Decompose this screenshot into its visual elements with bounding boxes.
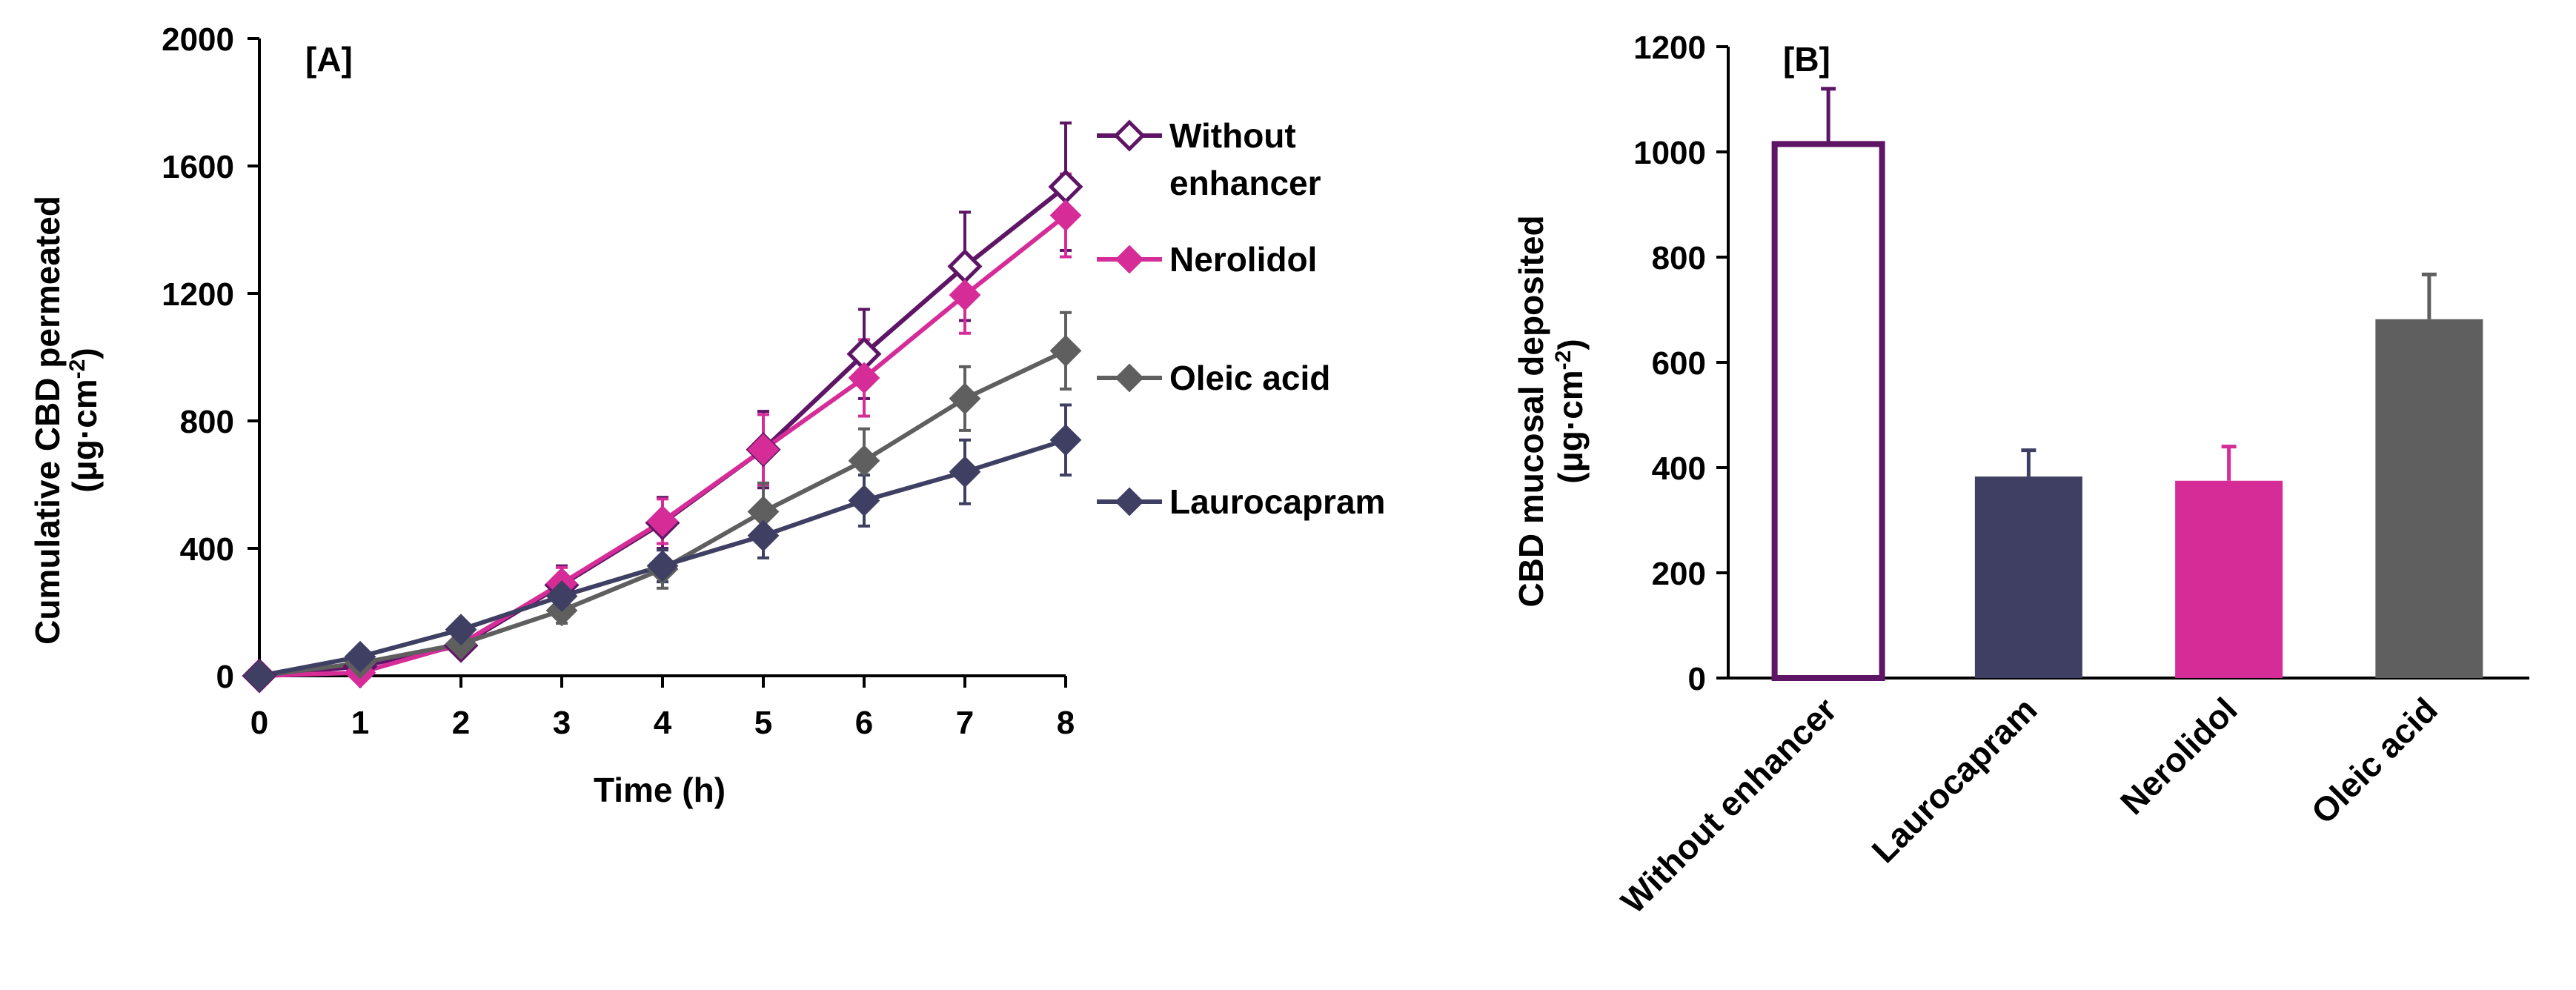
series-marker-oleic: [949, 382, 981, 415]
legend-marker-lauro: [1115, 487, 1144, 516]
series-marker-nerolidol: [949, 279, 981, 311]
bar-3: [2375, 319, 2483, 678]
series-marker-lauro: [949, 456, 981, 488]
legend-marker-without: [1113, 119, 1146, 152]
panel-a-y-tick-label: 1200: [162, 276, 234, 313]
series-marker-lauro: [545, 580, 578, 612]
series-marker-oleic: [1049, 334, 1082, 367]
panel-b-y-tick-label: 1200: [1633, 30, 1706, 66]
legend-label-oleic: Oleic acid: [1169, 359, 1330, 397]
legend-marker-nerolidol: [1115, 245, 1144, 274]
panel-a-x-tick-label: 4: [654, 705, 672, 741]
panel-a-label: [A]: [305, 40, 353, 79]
bar-0: [1771, 141, 1885, 682]
panel-a-y-tick-label: 1600: [162, 149, 234, 185]
panel-a-ylabel-line1: Cumulative CBD permeated: [28, 196, 67, 645]
series-line-without: [259, 185, 1067, 678]
series-marker-nerolidol: [848, 362, 880, 394]
series-marker-lauro: [344, 640, 376, 673]
panel-a-ylabel-unit-sup: -2: [65, 359, 90, 379]
legend-label-nerolidol: Nerolidol: [1169, 240, 1317, 279]
legend-label-without: Without: [1169, 116, 1296, 155]
panel-a-x-tick-label: 6: [855, 705, 873, 741]
panel-b-y-tick-label: 800: [1652, 240, 1706, 276]
panel-a-xlabel: Time (h): [594, 771, 726, 809]
panel-b-bar-chart: 0 200 400 600 800 1000 1200 Without enhancer Lau…: [1613, 30, 2529, 920]
panel-a-x-tick-label: 7: [956, 705, 974, 741]
panel-a-y-tick-label: 0: [216, 659, 234, 695]
panel-a-x-tick-label: 5: [754, 705, 772, 741]
bar-category-label: Without enhancer: [1613, 690, 1844, 920]
panel-b-ylabel-unit-pre: (μg·cm: [1551, 370, 1590, 483]
panel-a-x-tick-label: 0: [250, 705, 268, 741]
panel-a-line-chart: 0 400 800 1200 1600 2000 0 1 2 3 4 5 6 7 8 Without enhan…: [162, 21, 1385, 741]
series-marker-lauro: [747, 519, 780, 552]
bar-1: [1974, 476, 2082, 678]
series-marker-nerolidol: [1049, 199, 1082, 232]
series-marker-lauro: [243, 660, 276, 692]
panel-b-ylabel-line1: CBD mucosal deposited: [1512, 215, 1550, 607]
panel-a-y-tick-label: 2000: [162, 21, 234, 58]
series-marker-nerolidol: [646, 505, 679, 537]
panel-b-y-tick-label: 200: [1652, 556, 1706, 592]
legend-marker-oleic: [1115, 363, 1144, 393]
panel-b-label: [B]: [1783, 40, 1830, 79]
bar-category-label: Laurocapram: [1865, 690, 2045, 870]
panel-b-ylabel-unit-post: ): [1551, 339, 1590, 350]
series-marker-oleic: [848, 445, 880, 477]
panel-b-ylabel-unit-sup: -2: [1551, 351, 1576, 371]
legend-label-without: enhancer: [1169, 164, 1321, 202]
panel-b-y-tick-label: 400: [1652, 451, 1706, 487]
series-marker-lauro: [646, 550, 679, 582]
panel-b-y-tick-label: 1000: [1633, 135, 1706, 171]
series-marker-lauro: [445, 614, 477, 646]
panel-a-x-tick-label: 1: [351, 705, 369, 741]
bar-category-label: Oleic acid: [2303, 690, 2444, 831]
series-marker-nerolidol: [747, 433, 780, 466]
series-marker-lauro: [848, 485, 880, 516]
panel-a-y-tick-label: 800: [180, 404, 234, 440]
panel-b-ylabel-unit: (μg·cm-2): [1551, 339, 1590, 483]
panel-b-y-tick-label: 600: [1652, 345, 1706, 382]
panel-a-y-tick-label: 400: [180, 531, 234, 568]
panel-a-x-tick-label: 8: [1057, 705, 1075, 741]
bar-category-label: Nerolidol: [2113, 690, 2245, 822]
panel-a-ylabel-unit-post: ): [65, 348, 104, 359]
panel-a-ylabel-unit-pre: (μg·cm: [65, 379, 104, 492]
legend-label-lauro: Laurocapram: [1169, 482, 1385, 521]
panel-a-ylabel-unit: (μg·cm-2): [65, 348, 104, 492]
series-marker-lauro: [1049, 424, 1082, 456]
bar-2: [2175, 480, 2283, 678]
panel-b-y-tick-label: 0: [1688, 661, 1706, 697]
panel-a-x-tick-label: 3: [553, 705, 571, 741]
panel-a-x-tick-label: 2: [452, 705, 470, 741]
